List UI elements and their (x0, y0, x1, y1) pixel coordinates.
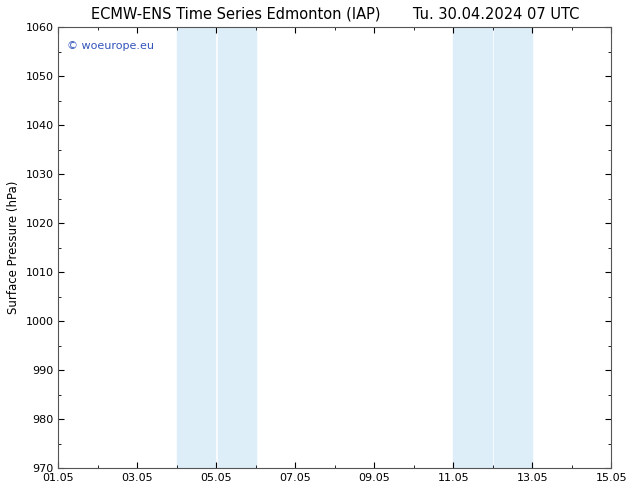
Bar (217, 27, 256, 468)
Bar (494, 27, 533, 468)
Text: © woeurope.eu: © woeurope.eu (67, 41, 154, 50)
Title: ECMW-ENS Time Series Edmonton (IAP)       Tu. 30.04.2024 07 UTC: ECMW-ENS Time Series Edmonton (IAP) Tu. … (91, 7, 579, 22)
Bar (453, 27, 491, 468)
Bar (177, 27, 215, 468)
Y-axis label: Surface Pressure (hPa): Surface Pressure (hPa) (7, 181, 20, 315)
